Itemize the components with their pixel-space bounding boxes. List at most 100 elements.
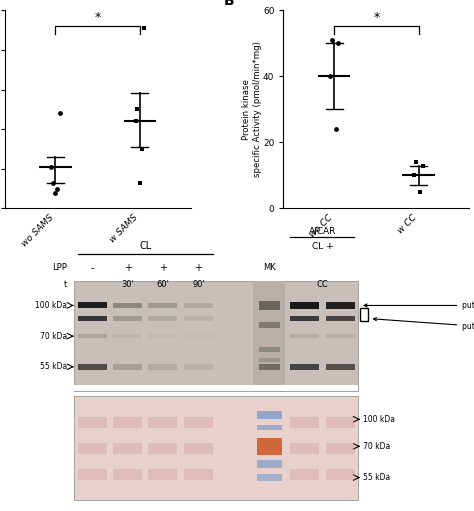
Text: CL: CL (139, 241, 151, 251)
Bar (184, 316, 213, 321)
Text: t: t (64, 280, 67, 289)
Bar (184, 303, 213, 308)
Bar (259, 301, 280, 310)
Bar (113, 335, 142, 338)
Bar (148, 335, 177, 338)
Point (412, 158, 420, 166)
Point (328, 36, 336, 44)
Bar (257, 438, 282, 455)
Bar (74, 397, 358, 500)
Bar (257, 425, 282, 430)
Bar (253, 282, 285, 391)
Point (332, 125, 339, 133)
Bar (113, 443, 142, 454)
Bar (113, 469, 142, 480)
Bar (290, 443, 319, 454)
Bar (78, 334, 107, 338)
Text: *: * (373, 11, 380, 24)
Point (417, 188, 424, 196)
Bar (78, 443, 107, 454)
Point (132, 117, 139, 125)
Bar (78, 417, 107, 428)
Bar (326, 316, 355, 321)
Bar (148, 303, 177, 308)
Bar (257, 411, 282, 419)
Bar (78, 316, 107, 321)
Bar (326, 443, 355, 454)
Point (326, 72, 334, 80)
Bar (184, 335, 213, 338)
Text: 55 kDa: 55 kDa (40, 362, 67, 371)
Text: MK: MK (263, 263, 275, 272)
Text: AICAR: AICAR (309, 227, 336, 236)
Point (52, 189, 59, 197)
Bar (257, 474, 282, 481)
Bar (113, 303, 142, 308)
Bar (148, 443, 177, 454)
Text: 70 kDa: 70 kDa (40, 332, 67, 341)
Text: 70 kDa: 70 kDa (364, 442, 391, 451)
Bar (326, 302, 355, 309)
Bar (78, 303, 107, 309)
Bar (113, 316, 142, 321)
Bar (74, 282, 358, 391)
Text: *: * (94, 11, 101, 24)
Point (419, 161, 427, 170)
Bar (148, 316, 177, 321)
Text: putative α2: putative α2 (374, 318, 474, 331)
Point (49, 179, 57, 187)
Text: -: - (91, 263, 94, 273)
Text: 100 kDa: 100 kDa (364, 415, 395, 424)
Bar (259, 346, 280, 352)
Point (47, 163, 55, 171)
Y-axis label: Protein kinase
specific Activity (pmol/min*mg): Protein kinase specific Activity (pmol/m… (242, 41, 262, 177)
Bar (326, 334, 355, 338)
Text: +: + (194, 263, 202, 273)
Bar (184, 417, 213, 428)
Point (134, 105, 141, 113)
Bar (148, 469, 177, 480)
Bar (184, 364, 213, 369)
Text: LPP: LPP (53, 263, 67, 272)
Text: B: B (224, 0, 235, 8)
Text: 60': 60' (156, 280, 169, 289)
Bar (290, 302, 319, 309)
Bar (184, 469, 213, 480)
Bar (113, 364, 142, 369)
Point (53, 184, 61, 193)
Bar (326, 364, 355, 370)
Bar (74, 385, 358, 391)
Bar (360, 308, 368, 321)
Bar (259, 363, 280, 370)
Point (136, 179, 144, 187)
Bar (78, 364, 107, 370)
Bar (148, 417, 177, 428)
Text: 30': 30' (121, 280, 134, 289)
Bar (259, 322, 280, 329)
Point (56, 109, 64, 118)
Bar (113, 417, 142, 428)
Text: 90': 90' (192, 280, 205, 289)
Point (140, 24, 148, 32)
Bar (290, 364, 319, 370)
Point (138, 145, 146, 153)
Text: CC: CC (317, 280, 328, 289)
Text: +: + (124, 263, 132, 273)
Bar (290, 469, 319, 480)
Text: putative α1: putative α1 (364, 301, 474, 310)
Bar (290, 417, 319, 428)
Bar (257, 460, 282, 468)
Text: +: + (159, 263, 167, 273)
Text: 100 kDa: 100 kDa (36, 301, 67, 310)
Bar (148, 364, 177, 369)
Text: 55 kDa: 55 kDa (364, 473, 391, 482)
Bar (290, 316, 319, 321)
Point (410, 171, 418, 179)
Bar (326, 417, 355, 428)
Bar (78, 469, 107, 480)
Bar (259, 358, 280, 362)
Point (335, 39, 342, 48)
Bar (184, 443, 213, 454)
Bar (290, 334, 319, 338)
Text: CL +: CL + (311, 242, 333, 251)
